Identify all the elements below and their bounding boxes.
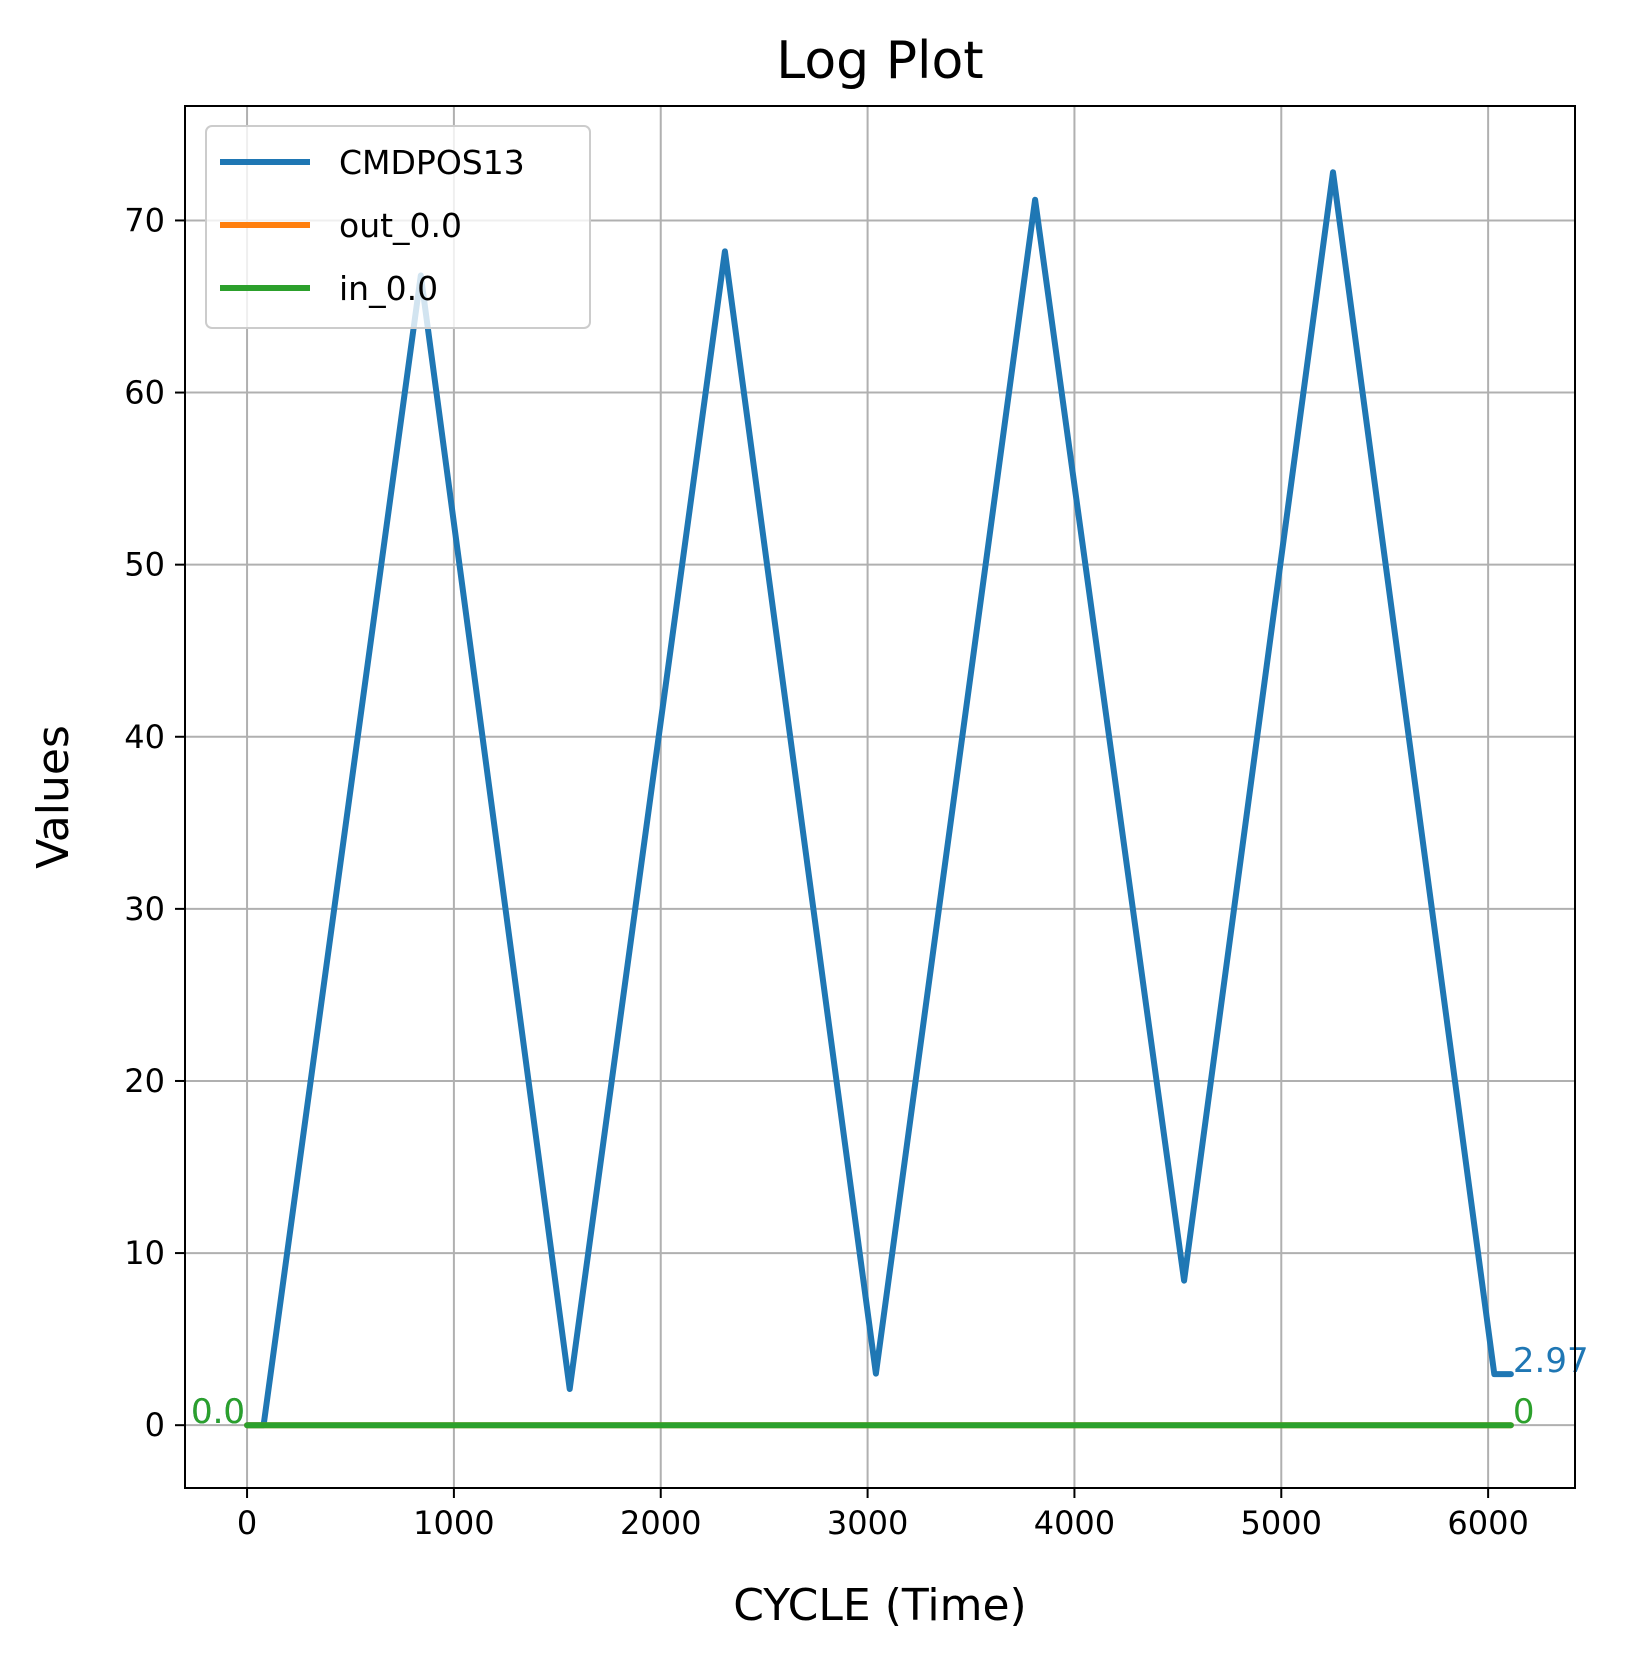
- end-annotation: 2.97: [1513, 1341, 1589, 1381]
- y-tick-label: 30: [124, 890, 165, 928]
- x-tick-label: 2000: [620, 1504, 701, 1542]
- plot-frame: [184, 105, 1576, 1489]
- x-tick-label: 6000: [1447, 1504, 1528, 1542]
- x-tick-label: 4000: [1034, 1504, 1115, 1542]
- y-tick-label: 10: [124, 1234, 165, 1272]
- x-tick-label: 1000: [413, 1504, 494, 1542]
- x-tick-label: 5000: [1241, 1504, 1322, 1542]
- chart-title: Log Plot: [776, 31, 983, 91]
- y-tick-label: 20: [124, 1062, 165, 1100]
- legend-label: CMDPOS13: [339, 143, 525, 182]
- end-annotation: 0.0: [191, 1392, 245, 1432]
- x-tick-label: 3000: [827, 1504, 908, 1542]
- end-annotation: 0.0: [191, 1392, 245, 1432]
- y-tick-label: 60: [124, 374, 165, 412]
- legend: CMDPOS13 out_0.0 in_0.0: [205, 125, 591, 329]
- y-axis-label: Values: [28, 725, 79, 869]
- legend-label: out_0.0: [339, 206, 462, 245]
- legend-box: [205, 125, 591, 329]
- x-axis-label: CYCLE (Time): [733, 1580, 1026, 1631]
- x-tick-label: 0: [237, 1504, 257, 1542]
- y-tick-label: 50: [124, 546, 165, 584]
- end-annotation: 0: [1513, 1392, 1535, 1432]
- legend-label: in_0.0: [339, 269, 438, 308]
- axis-ticks: 0 1000 2000 3000 4000 5000 6000 0 10 20 30 40 50 60 70: [124, 201, 1529, 1542]
- series-line-cmdpos13: [244, 169, 1514, 1429]
- y-tick-label: 40: [124, 718, 165, 756]
- y-tick-label: 70: [124, 201, 165, 239]
- y-tick-label: 0: [145, 1406, 165, 1444]
- series-layer: [244, 169, 1514, 1429]
- end-annotations: 0.00.02.970: [191, 1341, 1589, 1432]
